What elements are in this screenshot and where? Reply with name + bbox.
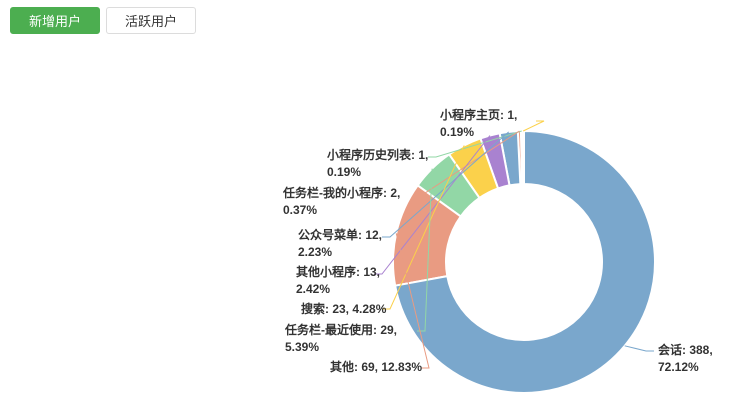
- label-line-1: [428, 130, 522, 158]
- pie-label-6: 任务栏-最近使用: 29, 5.39%: [285, 323, 398, 354]
- pie-label-8: 会话: 388, 72.12%: [658, 343, 713, 374]
- label-line-8: [624, 345, 654, 352]
- pie-label-1: 小程序历史列表: 1, 0.19%: [327, 148, 429, 179]
- user-type-toolbar: 新增用户 活跃用户: [10, 7, 196, 34]
- label-line-4: [374, 135, 491, 275]
- label-line-7: [395, 233, 430, 369]
- pie-label-0: 小程序主页: 1, 0.19%: [440, 108, 518, 139]
- pie-slice-8[interactable]: [394, 130, 656, 394]
- pie-label-7: 其他: 69, 12.83%: [330, 360, 423, 374]
- label-line-2: [414, 130, 520, 196]
- active-users-button[interactable]: 活跃用户: [106, 7, 196, 34]
- pie-label-2: 任务栏-我的小程序: 2, 0.37%: [283, 186, 401, 217]
- pie-label-3: 公众号菜单: 12, 2.23%: [298, 228, 383, 259]
- new-users-button[interactable]: 新增用户: [10, 7, 100, 34]
- label-line-5: [382, 145, 465, 310]
- label-line-0: [522, 120, 545, 132]
- pie-label-5: 搜索: 23, 4.28%: [301, 302, 387, 316]
- pie-label-4: 其他小程序: 13, 2.42%: [296, 265, 381, 296]
- label-line-3: [382, 131, 510, 238]
